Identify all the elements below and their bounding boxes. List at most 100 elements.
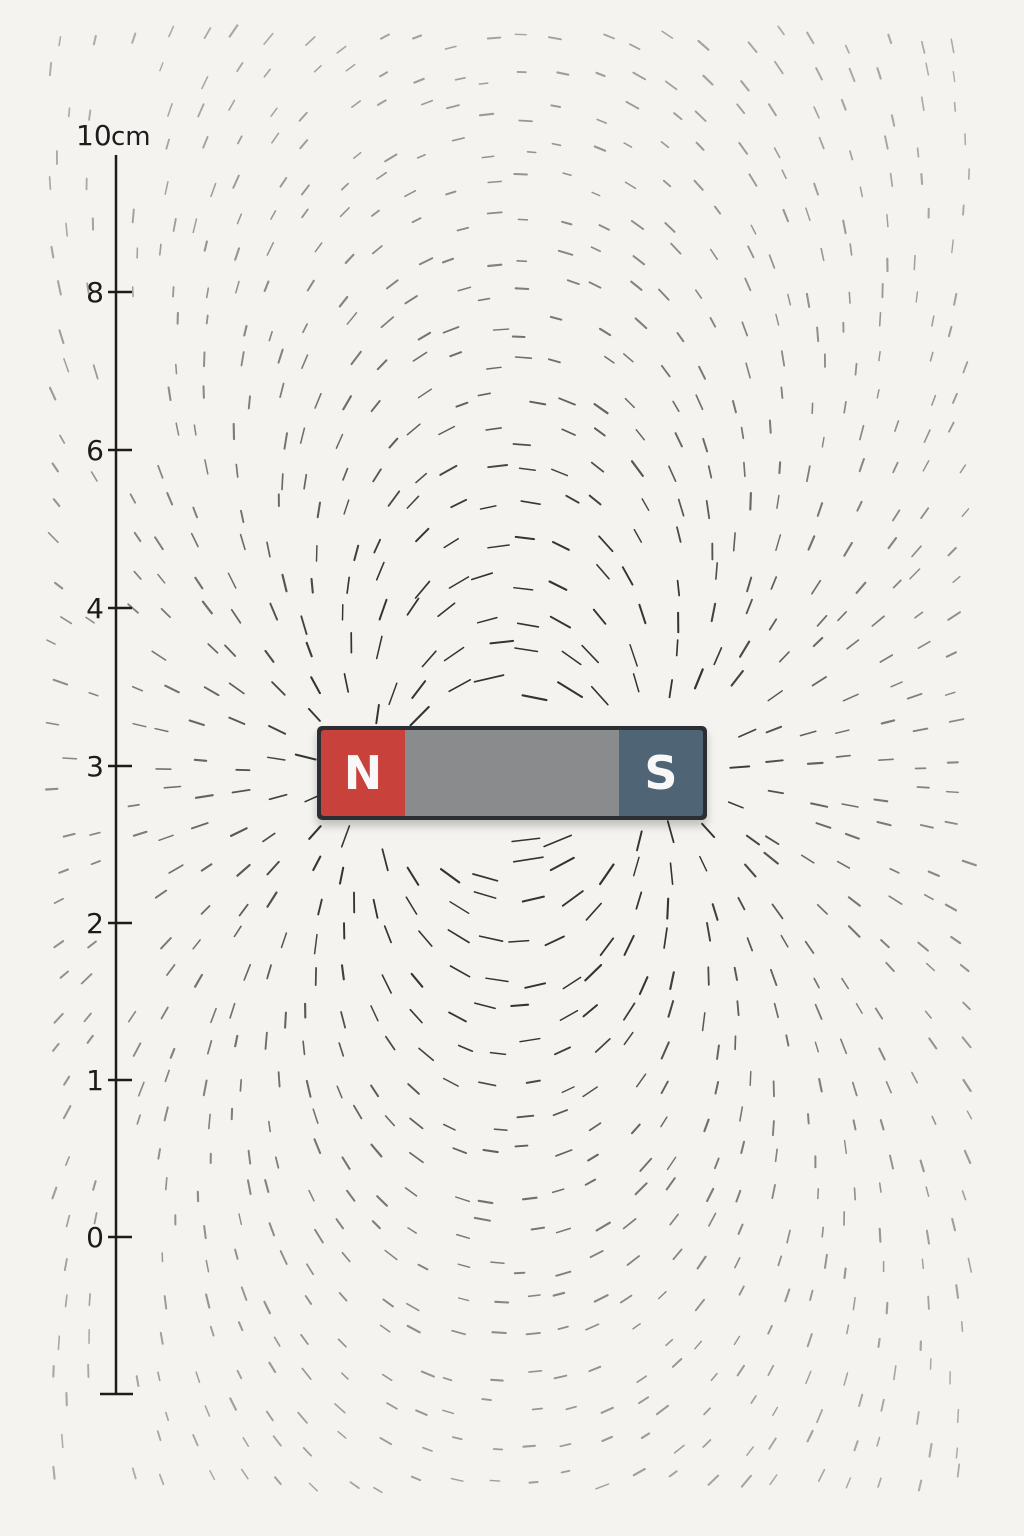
- iron-filing: [547, 358, 561, 364]
- iron-filing: [264, 649, 275, 663]
- iron-filing: [200, 863, 213, 872]
- iron-filing: [738, 141, 749, 155]
- iron-filing: [739, 640, 751, 658]
- iron-filing: [266, 541, 271, 558]
- iron-filing: [521, 895, 545, 903]
- iron-filing: [694, 110, 707, 122]
- iron-filing: [888, 895, 903, 905]
- iron-filing: [240, 509, 245, 524]
- iron-filing: [420, 99, 434, 106]
- iron-filing: [768, 618, 778, 631]
- iron-filing: [193, 424, 197, 436]
- iron-filing: [876, 820, 892, 827]
- south-pole-label: S: [644, 746, 678, 800]
- iron-filing: [90, 471, 98, 482]
- iron-filing: [160, 1006, 169, 1020]
- iron-filing: [559, 1443, 572, 1448]
- iron-filing: [846, 1324, 850, 1335]
- iron-filing: [167, 386, 172, 402]
- iron-filing: [821, 436, 825, 448]
- iron-filing: [552, 1291, 566, 1297]
- north-pole: N: [321, 730, 405, 816]
- iron-filing: [962, 1001, 971, 1011]
- iron-filing: [810, 579, 822, 595]
- iron-filing: [911, 545, 922, 558]
- iron-filing: [843, 541, 853, 557]
- iron-filing: [806, 465, 811, 483]
- iron-filing: [664, 222, 676, 233]
- iron-filing: [192, 218, 198, 234]
- iron-filing: [879, 1119, 885, 1131]
- iron-filing: [845, 1477, 852, 1489]
- iron-filing: [559, 1009, 579, 1022]
- iron-filing: [300, 184, 310, 196]
- iron-filing: [209, 1470, 216, 1481]
- iron-filing: [516, 259, 528, 263]
- iron-filing: [346, 1189, 356, 1202]
- iron-filing: [709, 317, 717, 328]
- iron-filing: [370, 1005, 379, 1022]
- iron-filing: [340, 182, 349, 191]
- iron-filing: [931, 1115, 937, 1125]
- iron-filing: [86, 1034, 94, 1044]
- iron-filing: [848, 67, 856, 83]
- iron-filing: [279, 382, 285, 399]
- iron-filing: [876, 67, 882, 80]
- iron-filing: [624, 397, 635, 409]
- iron-filing: [57, 1335, 61, 1351]
- iron-filing: [474, 1002, 496, 1010]
- iron-filing: [406, 1324, 421, 1334]
- iron-filing: [763, 851, 779, 865]
- iron-filing: [305, 1079, 312, 1098]
- iron-filing: [855, 1003, 863, 1015]
- iron-filing: [878, 758, 894, 761]
- iron-filing: [127, 603, 139, 614]
- iron-filing: [944, 820, 958, 825]
- iron-filing: [446, 104, 460, 110]
- iron-filing: [457, 1297, 470, 1302]
- iron-filing: [514, 1144, 529, 1148]
- iron-filing: [665, 1338, 674, 1347]
- iron-filing: [51, 1186, 58, 1200]
- iron-filing: [843, 400, 847, 414]
- iron-filing: [52, 678, 69, 686]
- iron-filing: [920, 507, 930, 520]
- iron-filing: [668, 1470, 678, 1478]
- iron-filing: [768, 419, 772, 434]
- iron-filing: [478, 112, 495, 117]
- iron-filing: [551, 540, 570, 551]
- iron-filing: [555, 1270, 572, 1277]
- iron-filing: [280, 932, 288, 949]
- iron-filing: [598, 224, 610, 231]
- iron-filing: [561, 1086, 575, 1094]
- iron-filing: [817, 1468, 826, 1482]
- iron-filing: [707, 465, 713, 479]
- iron-filing: [406, 866, 420, 886]
- iron-filing: [953, 292, 958, 306]
- iron-filing: [735, 1189, 742, 1203]
- iron-filing: [271, 681, 286, 696]
- iron-filing: [696, 1255, 707, 1270]
- iron-filing: [135, 1375, 140, 1388]
- iron-filing: [912, 727, 929, 733]
- iron-filing: [948, 421, 955, 433]
- iron-filing: [591, 191, 601, 197]
- iron-filing: [235, 463, 239, 478]
- iron-filing: [53, 940, 65, 949]
- iron-filing: [630, 280, 643, 291]
- iron-filing: [917, 1479, 923, 1492]
- iron-filing: [709, 248, 718, 260]
- iron-filing: [341, 1156, 351, 1170]
- iron-filing: [443, 1123, 456, 1131]
- iron-filing: [442, 1409, 455, 1415]
- iron-filing: [887, 33, 893, 44]
- iron-filing: [486, 211, 503, 215]
- iron-filing: [277, 1071, 281, 1088]
- iron-filing: [268, 1222, 276, 1237]
- iron-filing: [846, 639, 860, 650]
- iron-filing: [817, 1188, 820, 1200]
- iron-filing: [921, 1258, 925, 1270]
- iron-filing: [481, 1398, 492, 1402]
- iron-filing: [381, 1373, 393, 1382]
- iron-filing: [837, 610, 848, 622]
